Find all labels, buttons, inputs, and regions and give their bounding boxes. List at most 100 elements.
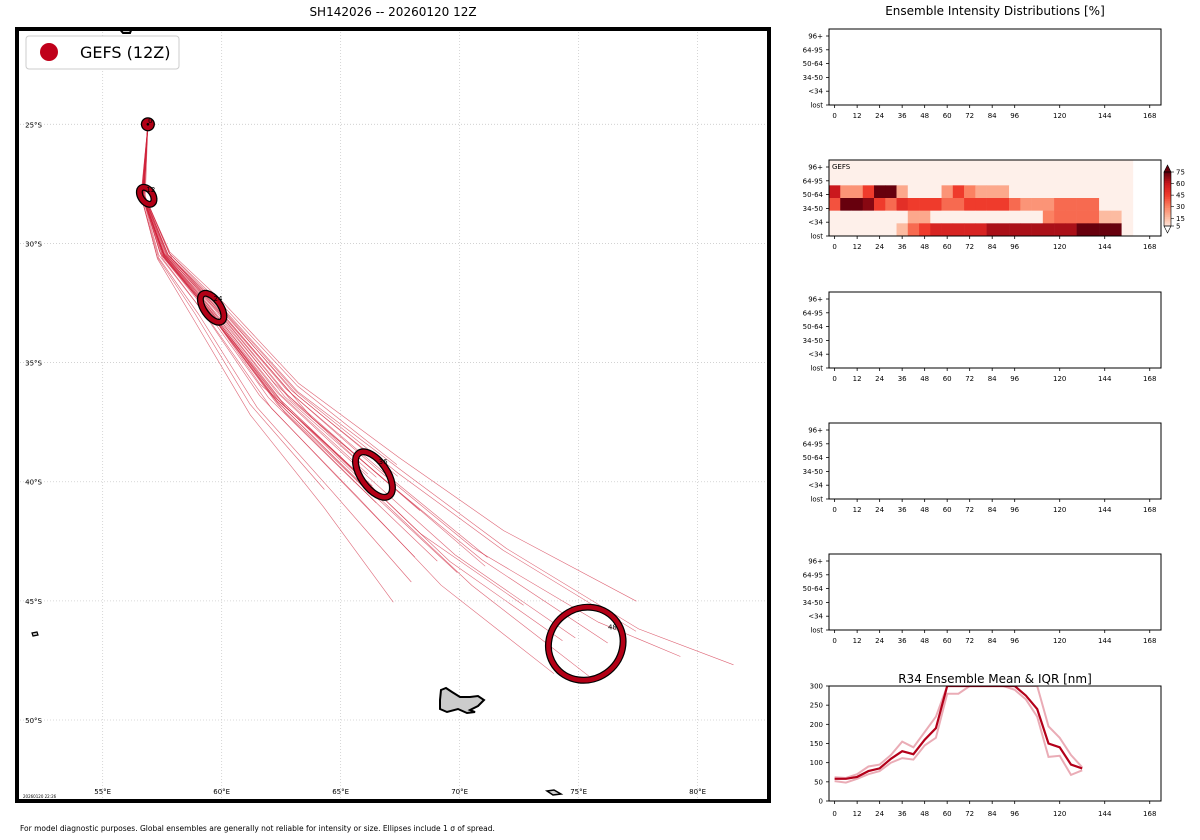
ellipse-stroke	[142, 118, 154, 131]
x-tick-label: 84	[988, 112, 997, 120]
x-tick-label: 120	[1053, 375, 1066, 383]
spread-ellipse	[140, 117, 155, 132]
r34-x-tick-label: 48	[920, 810, 929, 818]
heatmap-cell	[930, 198, 942, 211]
heatmap-cell	[941, 210, 954, 224]
heatmap-cell	[952, 172, 965, 186]
heatmap-cell	[930, 223, 942, 237]
x-tick-label: 168	[1143, 506, 1156, 514]
r34-y-tick-label: 150	[810, 740, 823, 748]
heatmap-cell	[874, 223, 886, 237]
heatmap-cell	[1099, 172, 1111, 186]
colorbar-segment	[1164, 222, 1171, 225]
spread-ellipse	[351, 448, 396, 501]
x-tick-label: 96	[1010, 375, 1019, 383]
y-tick-label: 96+	[808, 164, 823, 172]
lon-tick-label: 75°E	[570, 788, 587, 796]
r34-x-tick-label: 120	[1053, 810, 1066, 818]
heatmap-cell	[1054, 160, 1066, 173]
colorbar-segment	[1164, 200, 1171, 204]
ellipse-lead-label: 12	[146, 186, 155, 194]
panel-frame	[828, 422, 1162, 500]
heatmap-cell	[840, 210, 852, 224]
legend-marker	[40, 43, 58, 61]
ellipse-lead-label: 0	[148, 117, 152, 125]
y-tick-label: 64-95	[803, 571, 823, 579]
heatmap-cell	[1065, 160, 1077, 173]
ensemble-track	[143, 124, 486, 567]
r34-x-tick-label: 36	[898, 810, 907, 818]
y-tick-label: 64-95	[803, 46, 823, 54]
heatmap-cell	[986, 160, 999, 173]
y-tick-label: 34-50	[803, 74, 823, 82]
heatmap-cell	[997, 223, 1010, 237]
heatmap-cell	[986, 185, 999, 199]
heatmap-cell	[1009, 172, 1021, 186]
heatmap-cell	[1020, 160, 1032, 173]
lat-tick-label: 30°S	[25, 240, 42, 248]
heatmap-cell	[840, 198, 852, 211]
heatmap-cell	[851, 198, 864, 211]
colorbar-segment	[1164, 182, 1171, 186]
heatmap-cell	[997, 160, 1010, 173]
r34-lines	[834, 686, 1083, 784]
heatmap-cell	[862, 198, 875, 211]
heatmap-cell	[986, 210, 999, 224]
heatmap-cell	[964, 185, 976, 199]
x-tick-label: 60	[943, 637, 952, 645]
ellipse-stroke	[137, 185, 157, 207]
colorbar-segment	[1164, 191, 1171, 195]
y-tick-label: 64-95	[803, 177, 823, 185]
r34-series-iqr-upper	[834, 686, 1083, 780]
y-tick-label: 50-64	[803, 60, 824, 68]
colorbar-segment	[1164, 197, 1171, 200]
x-tick-label: 36	[898, 243, 907, 251]
intensity-panel: 96+ 64-95 50-64 34-50 <34 lost 0 12 24 36 48 60 72 84…	[803, 28, 1162, 120]
colorbar-segment	[1164, 215, 1171, 218]
ensemble-track	[142, 124, 377, 478]
x-tick-label: 12	[853, 112, 862, 120]
r34-title: R34 Ensemble Mean & IQR [nm]	[898, 672, 1092, 686]
x-tick-label: 72	[965, 375, 974, 383]
spread-ellipse	[196, 289, 228, 326]
heatmap-cell	[1099, 210, 1111, 224]
heatmap-cell	[941, 198, 954, 211]
heatmap-cell	[919, 223, 931, 237]
x-tick-label: 36	[898, 637, 907, 645]
panel-model-label: GEFS	[832, 163, 851, 171]
heatmap-cell	[874, 160, 886, 173]
island-kerguelen	[439, 686, 486, 715]
x-tick-label: 36	[898, 375, 907, 383]
heatmap-cell	[941, 160, 954, 173]
colorbar-segment	[1164, 217, 1171, 220]
heatmap-cell	[975, 210, 987, 224]
heatmap-cell	[907, 223, 920, 237]
colorbar-segment	[1164, 202, 1171, 205]
x-tick-label: 12	[853, 243, 862, 251]
r34-x-tick-label: 24	[875, 810, 884, 818]
ensemble-track	[142, 124, 357, 474]
x-tick-label: 144	[1098, 637, 1112, 645]
heatmap-cell	[829, 185, 841, 199]
x-tick-label: 0	[832, 637, 836, 645]
y-tick-label: 50-64	[803, 585, 824, 593]
heatmap-cell	[885, 160, 897, 173]
x-tick-label: 12	[853, 506, 862, 514]
r34-x-tick-label: 144	[1098, 810, 1112, 818]
heatmap-cell	[1009, 198, 1021, 211]
x-tick-label: 24	[875, 637, 884, 645]
x-tick-label: 60	[943, 375, 952, 383]
x-tick-label: 84	[988, 506, 997, 514]
heatmap-cell	[851, 210, 864, 224]
heatmap-cell	[1076, 210, 1089, 224]
heatmap-cell	[1121, 172, 1134, 186]
heatmap-cell	[975, 198, 987, 211]
r34-x-tick-label: 72	[965, 810, 974, 818]
x-tick-label: 84	[988, 243, 997, 251]
x-tick-label: 36	[898, 506, 907, 514]
r34-chart: 0 50 100 150 200 250 300 0 12 24 36 48 60 72 84 96 120 14…	[810, 683, 1162, 818]
ensemble-track	[143, 124, 488, 558]
heatmap-cell	[1054, 172, 1066, 186]
heatmap-cell	[975, 185, 987, 199]
x-tick-label: 120	[1053, 637, 1066, 645]
